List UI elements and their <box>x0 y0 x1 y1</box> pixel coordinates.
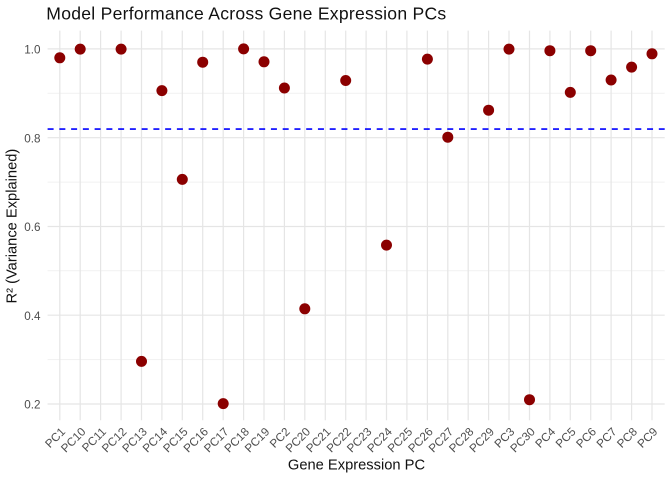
svg-text:0.2: 0.2 <box>24 399 40 412</box>
svg-text:Model Performance Across Gene: Model Performance Across Gene Expression… <box>46 4 446 24</box>
svg-text:R² (Variance Explained): R² (Variance Explained) <box>4 149 20 304</box>
svg-text:Gene Expression PC: Gene Expression PC <box>288 458 426 474</box>
svg-text:0.4: 0.4 <box>24 310 41 323</box>
svg-text:1.0: 1.0 <box>24 44 41 57</box>
svg-text:0.6: 0.6 <box>24 221 40 234</box>
svg-text:0.8: 0.8 <box>24 132 40 145</box>
